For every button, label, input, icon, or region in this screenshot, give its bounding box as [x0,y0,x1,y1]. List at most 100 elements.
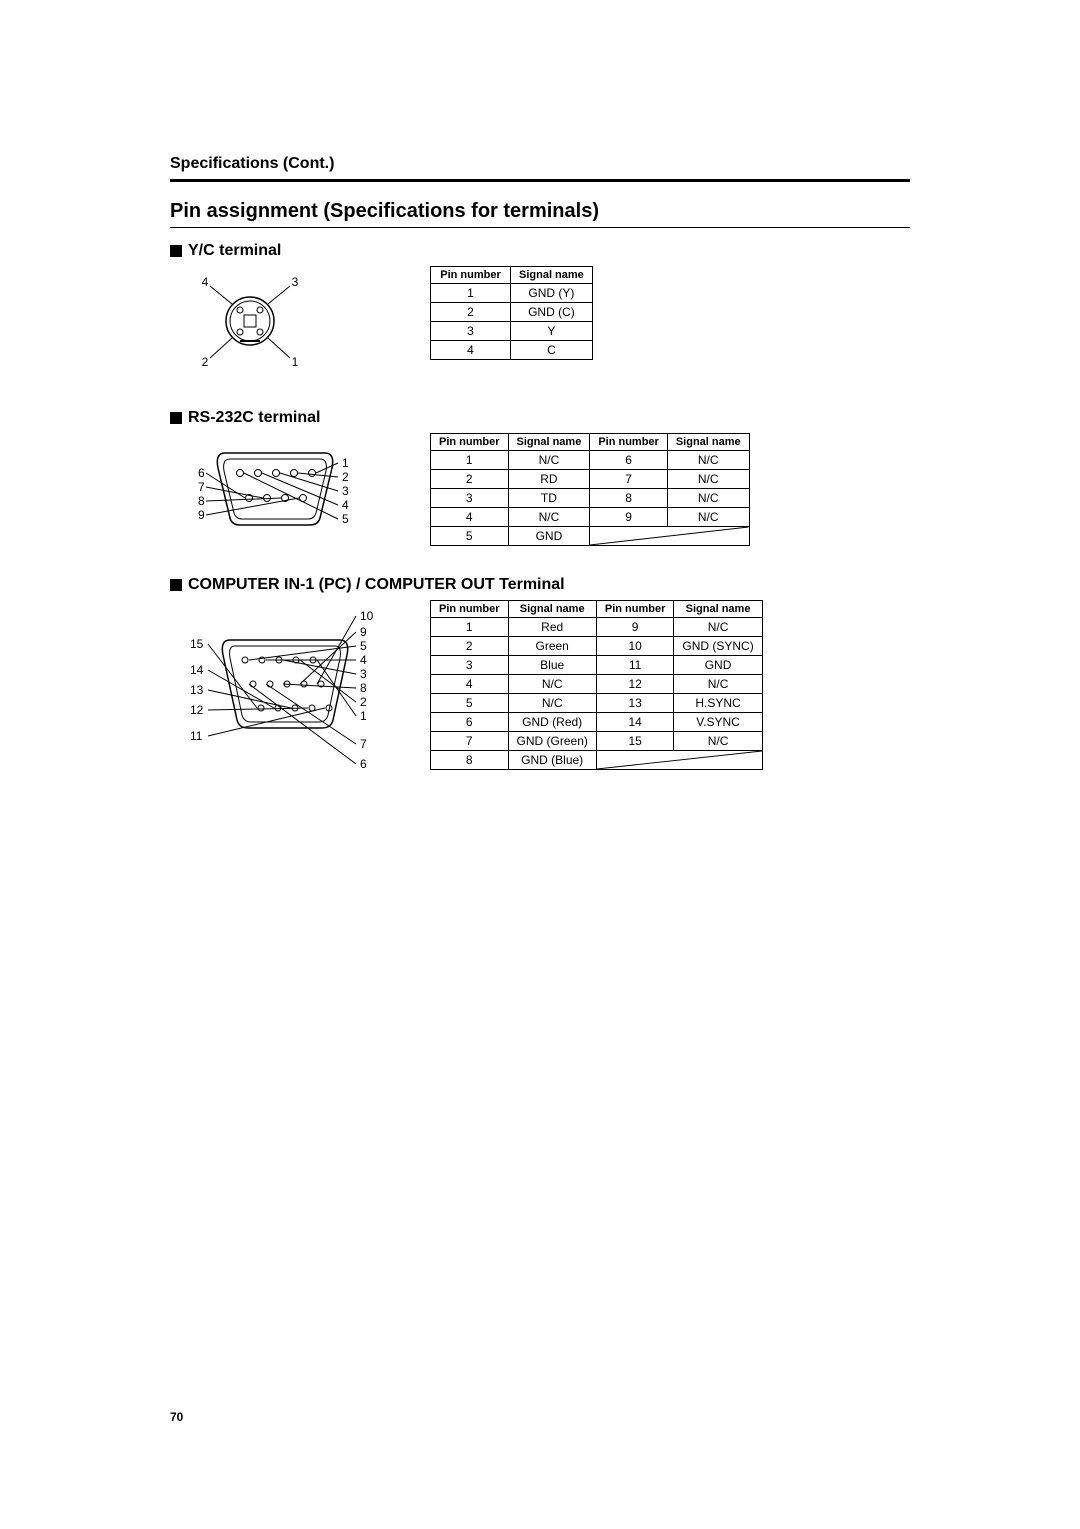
table-cell: 3 [431,656,509,675]
svg-text:8: 8 [360,681,367,695]
running-head: Specifications (Cont.) [170,155,910,173]
svg-text:7: 7 [198,480,205,494]
table-cell: 7 [431,732,509,751]
table-cell: 5 [431,527,509,546]
table-cell: 8 [590,489,668,508]
table-row: 6GND (Red)14V.SYNC [431,713,763,732]
table-header: Pin number [431,267,511,284]
table-cell: GND (SYNC) [674,637,762,656]
heading-yc: Y/C terminal [170,242,910,260]
table-cell: 4 [431,675,509,694]
table-row: 8GND (Blue) [431,751,763,770]
blank-cell [596,751,762,770]
table-row: 7GND (Green)15N/C [431,732,763,751]
section-yc: Y/C terminal 4 3 2 1 [170,242,910,381]
table-cell: 3 [431,322,511,341]
table-row: 5GND [431,527,750,546]
table-cell: 10 [596,637,674,656]
heading-yc-text: Y/C terminal [188,242,281,260]
svg-text:6: 6 [198,466,205,480]
table-cell: C [511,341,593,360]
table-cell: 14 [596,713,674,732]
table-row: 1GND (Y) [431,284,593,303]
square-bullet-icon [170,412,182,424]
table-cell: Blue [508,656,596,675]
svg-text:5: 5 [342,512,349,526]
table-header: Signal name [667,434,749,451]
table-cell: 1 [431,284,511,303]
table-cell: GND [674,656,762,675]
title-underline [170,227,910,228]
heading-rs232c-text: RS-232C terminal [188,409,321,427]
vga-connector-diagram: 15 14 13 12 11 10 9 5 4 3 8 [170,600,390,785]
table-cell: GND (Red) [508,713,596,732]
table-cell: TD [508,489,590,508]
table-cell: 6 [590,451,668,470]
svg-text:8: 8 [198,494,205,508]
table-row: 1Red9N/C [431,618,763,637]
table-cell: H.SYNC [674,694,762,713]
table-row: 5N/C13H.SYNC [431,694,763,713]
table-cell: 11 [596,656,674,675]
table-header: Signal name [508,601,596,618]
table-row: 3TD8N/C [431,489,750,508]
table-cell: 5 [431,694,509,713]
table-cell: N/C [508,675,596,694]
table-header: Pin number [431,601,509,618]
table-cell: 3 [431,489,509,508]
table-cell: N/C [667,489,749,508]
section-rs232c: RS-232C terminal [170,409,910,548]
svg-text:4: 4 [342,498,349,512]
table-cell: Red [508,618,596,637]
table-cell: N/C [667,470,749,489]
rs232c-pin-table: Pin numberSignal namePin numberSignal na… [430,433,750,546]
table-row: 4N/C12N/C [431,675,763,694]
table-cell: 6 [431,713,509,732]
table-cell: N/C [508,508,590,527]
table-row: 3Y [431,322,593,341]
table-cell: N/C [508,451,590,470]
heading-vga: COMPUTER IN-1 (PC) / COMPUTER OUT Termin… [170,576,910,594]
rs232c-connector-diagram: 6 7 8 9 1 2 3 4 5 [170,433,390,548]
table-cell: 2 [431,470,509,489]
table-cell: 4 [431,508,509,527]
svg-text:1: 1 [360,709,367,723]
heading-rs232c: RS-232C terminal [170,409,910,427]
svg-text:1: 1 [292,355,299,369]
page-title: Pin assignment (Specifications for termi… [170,200,910,223]
svg-text:15: 15 [190,637,204,651]
page-number: 70 [170,1410,183,1424]
vga-pin-table: Pin numberSignal namePin numberSignal na… [430,600,763,770]
table-cell: 2 [431,637,509,656]
table-row: 1N/C6N/C [431,451,750,470]
table-row: 2RD7N/C [431,470,750,489]
table-row: 3Blue11GND [431,656,763,675]
table-cell: Green [508,637,596,656]
svg-text:2: 2 [360,695,367,709]
svg-text:9: 9 [198,508,205,522]
table-header: Pin number [590,434,668,451]
table-cell: 1 [431,451,509,470]
svg-text:1: 1 [342,456,349,470]
table-cell: 1 [431,618,509,637]
table-row: 4N/C9N/C [431,508,750,527]
svg-text:5: 5 [360,639,367,653]
table-cell: 9 [596,618,674,637]
svg-text:4: 4 [360,653,367,667]
table-cell: N/C [508,694,596,713]
table-cell: GND (Green) [508,732,596,751]
table-header: Signal name [508,434,590,451]
table-cell: RD [508,470,590,489]
yc-connector-diagram: 4 3 2 1 [170,266,390,381]
svg-text:10: 10 [360,609,374,623]
table-header: Pin number [431,434,509,451]
table-cell: 7 [590,470,668,489]
table-cell: 13 [596,694,674,713]
svg-text:9: 9 [360,625,367,639]
yc-pin-table: Pin numberSignal name1GND (Y)2GND (C)3Y4… [430,266,593,360]
heading-vga-text: COMPUTER IN-1 (PC) / COMPUTER OUT Termin… [188,576,565,594]
table-cell: N/C [674,618,762,637]
table-cell: 9 [590,508,668,527]
svg-text:13: 13 [190,683,204,697]
table-row: 4C [431,341,593,360]
